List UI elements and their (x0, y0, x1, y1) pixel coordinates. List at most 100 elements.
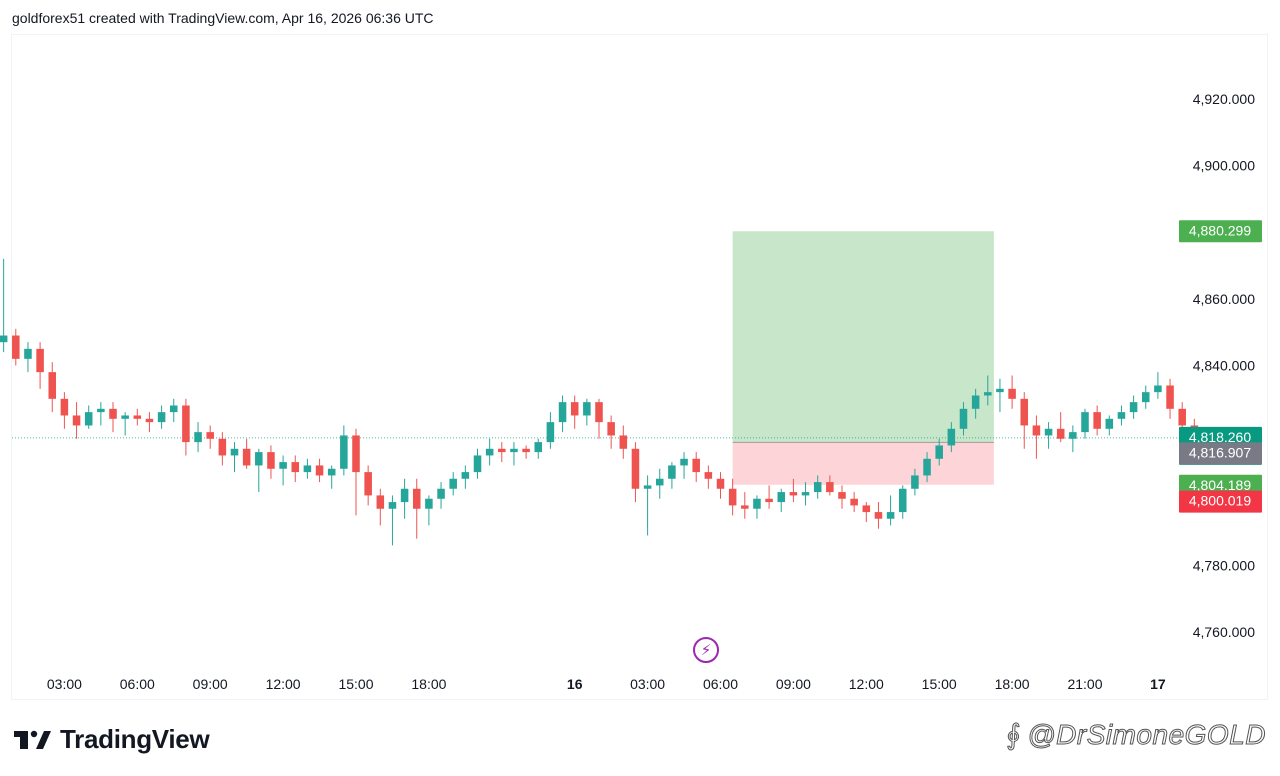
entry-price-label-bg (1179, 442, 1262, 465)
candle-body (668, 465, 676, 479)
chart-attribution: goldforex51 created with TradingView.com… (12, 10, 434, 26)
target-price-label-bg (1179, 220, 1262, 243)
candle-body (121, 415, 129, 419)
candle-body (898, 488, 907, 513)
candle-body (12, 335, 20, 359)
candle-body (1117, 412, 1126, 419)
candle-body (777, 492, 786, 503)
candle-body (461, 472, 470, 479)
tradingview-wordmark: TradingView (60, 724, 210, 754)
candle-body (60, 398, 69, 416)
candle-body (315, 465, 324, 476)
y-tick-label: 4,920.000 (1193, 91, 1255, 107)
candle-body (971, 395, 980, 409)
candle-body (498, 448, 506, 453)
candle-body (145, 418, 154, 423)
candle-body (619, 435, 628, 449)
candle-body (109, 408, 117, 419)
candle-body (1081, 412, 1089, 433)
candle-body (558, 402, 567, 423)
current-price-label-text: 4,818.260 (1189, 429, 1251, 445)
candle-body (570, 402, 579, 416)
candle-body (206, 432, 214, 439)
candle-body (473, 455, 482, 473)
candle-body (485, 448, 494, 456)
candle-body (716, 478, 725, 489)
candle-body (607, 422, 615, 436)
candle-body (947, 428, 956, 446)
candle-body (340, 435, 348, 469)
x-tick-label: 12:00 (849, 676, 884, 692)
time-axis: 03:00 06:00 09:00 12:00 15:00 18:00 16 03:00 06:… (47, 676, 1166, 692)
candle-body (400, 488, 409, 503)
candle-body (595, 402, 603, 423)
candle-body (862, 505, 871, 513)
tradingview-logo-icon (14, 730, 51, 749)
candle-body (1129, 402, 1138, 413)
swirl-icon: ∮ (1006, 719, 1022, 751)
candle-body (789, 492, 798, 496)
candle-body (169, 405, 178, 413)
candles (0, 258, 1211, 546)
x-tick-label: 21:00 (1067, 676, 1102, 692)
candle-body (826, 482, 834, 493)
candle-body (1044, 428, 1053, 436)
x-tick-label: 15:00 (338, 676, 373, 692)
candle-body (838, 492, 846, 499)
candle-body (534, 442, 543, 453)
candle-body (364, 472, 372, 496)
candle-body (996, 388, 1004, 393)
x-tick-label: 17 (1150, 676, 1166, 692)
x-tick-label: 18:00 (995, 676, 1030, 692)
candle-body (267, 452, 275, 469)
candle-body (692, 458, 700, 473)
candle-body (97, 408, 105, 413)
candle-body (510, 448, 518, 453)
candle-body (425, 498, 433, 509)
candle-body (72, 415, 81, 426)
candle-body (813, 482, 822, 493)
target-price-label-text: 4,880.299 (1189, 222, 1251, 238)
candle-body (1069, 432, 1077, 439)
candle-body (157, 412, 166, 423)
x-tick-label: 18:00 (411, 676, 446, 692)
candle-body (24, 348, 32, 359)
candle-body (1020, 398, 1029, 426)
candle-body (1141, 392, 1150, 403)
candle-body (0, 335, 8, 343)
y-tick-label: 4,860.000 (1193, 291, 1255, 307)
target-price-label: 4,880.299 (1179, 220, 1262, 243)
chart-frame (11, 34, 1268, 700)
candle-body (449, 478, 457, 489)
candle-body (704, 472, 713, 479)
candle-body (583, 402, 591, 416)
candle-body (36, 348, 44, 373)
candle-body (412, 488, 421, 509)
candle-body (850, 498, 858, 506)
stop-zone (732, 442, 994, 485)
target-zone (732, 231, 994, 443)
candle-body (643, 485, 652, 489)
candle-body (765, 498, 773, 503)
lightning-bolt-icon[interactable]: ⚡ (693, 637, 719, 663)
price-labels: 4,880.2994,818.26008:304,816.9074,804.18… (1179, 220, 1262, 513)
candle-body (327, 468, 336, 476)
candle-body (1105, 418, 1114, 429)
candle-body (753, 498, 761, 509)
x-tick-label: 16 (567, 676, 583, 692)
candle-body (194, 432, 202, 443)
candle-body (352, 435, 360, 473)
candle-body (911, 475, 919, 489)
entry-price-label: 4,816.907 (1179, 442, 1262, 465)
candle-body (1178, 408, 1186, 426)
position-zones (732, 231, 994, 485)
x-tick-label: 15:00 (922, 676, 957, 692)
candle-body (255, 452, 263, 466)
candle-body (741, 505, 749, 509)
tradingview-logo[interactable]: TradingView (14, 724, 210, 755)
candle-body (291, 462, 300, 473)
candle-body (1032, 425, 1041, 436)
x-tick-label: 03:00 (630, 676, 665, 692)
candle-body (218, 438, 227, 456)
